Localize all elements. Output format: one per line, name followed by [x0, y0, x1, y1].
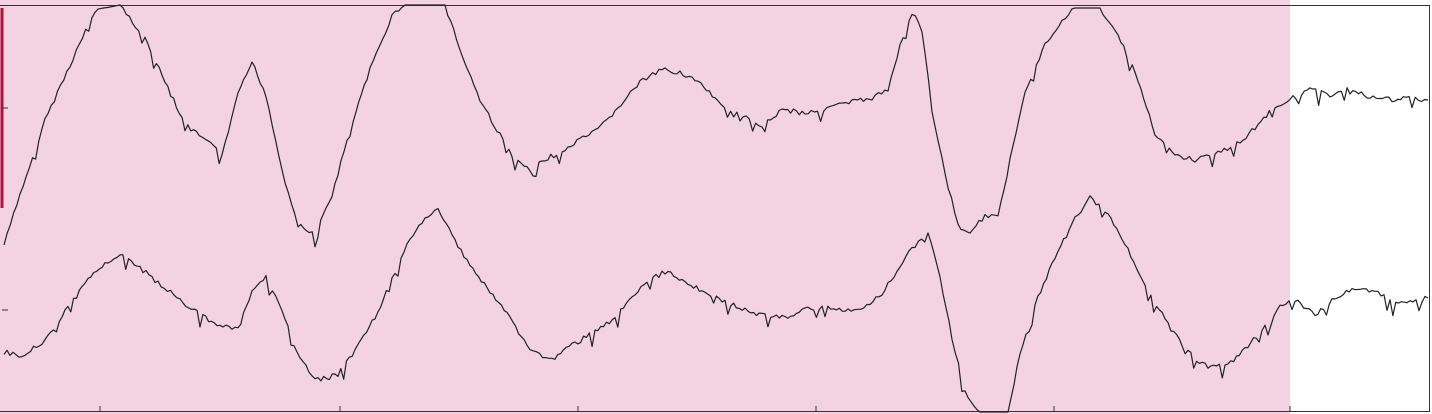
series-line-1 — [3, 4, 1429, 248]
highlight-band — [0, 0, 1290, 414]
series-line-2 — [3, 195, 1429, 413]
x-ticks — [99, 406, 1291, 412]
series-layer — [3, 4, 1429, 413]
